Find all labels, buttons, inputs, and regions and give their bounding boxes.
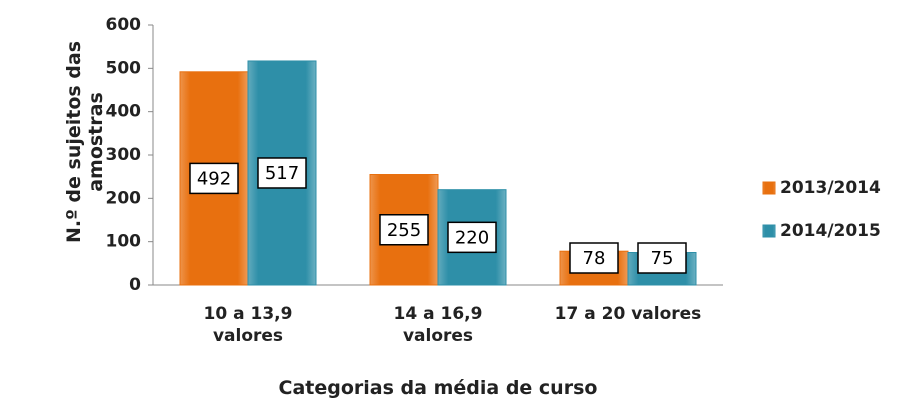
value-label: 255 [387, 220, 421, 241]
y-axis-title: N.º de sujeitos das amostras [63, 40, 107, 244]
x-tick-label: 10 a 13,9 valores [203, 304, 293, 346]
value-label-box [447, 221, 497, 254]
value-label: 492 [197, 168, 231, 189]
value-label: 220 [455, 227, 489, 248]
x-tick-label: 14 a 16,9 valores [393, 304, 483, 346]
value-label-box [189, 162, 239, 195]
x-tick-label: 17 a 20 valores [554, 304, 702, 324]
x-axis-title: Categorias da média de curso [278, 377, 598, 399]
y-tick-label: 600 [106, 15, 142, 35]
y-tick-label: 500 [106, 58, 142, 78]
y-tick-label: 0 [129, 275, 141, 295]
y-tick-label: 200 [106, 188, 142, 208]
y-tick-label: 400 [106, 102, 142, 122]
legend-label: 2013/2014 [780, 178, 881, 198]
value-label-box [257, 157, 307, 189]
value-label-box [569, 242, 619, 274]
value-label: 517 [265, 163, 299, 184]
value-label-box [379, 214, 429, 246]
y-tick-label: 100 [106, 232, 142, 252]
legend-swatch [762, 181, 776, 195]
y-tick-label: 300 [106, 145, 142, 165]
value-label: 75 [651, 248, 674, 269]
legend-label: 2014/2015 [780, 221, 881, 241]
value-label: 78 [583, 248, 606, 269]
legend-swatch [762, 224, 776, 238]
value-label-box [637, 242, 687, 274]
